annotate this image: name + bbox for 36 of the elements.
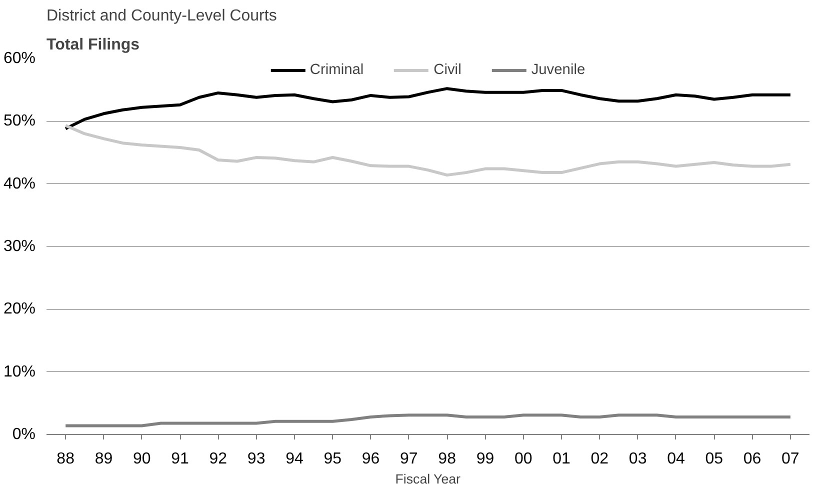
x-tick-label: 92 (209, 450, 228, 468)
y-tick-label: 30% (3, 238, 36, 255)
y-tick-label: 20% (3, 300, 36, 318)
x-tick-label: 96 (362, 450, 380, 468)
x-tick-label: 91 (171, 450, 190, 468)
x-tick-label: 90 (132, 450, 151, 468)
legend-label: Civil (434, 62, 462, 78)
line-series (64, 124, 792, 177)
y-tick-label: 60% (3, 50, 36, 67)
x-tick-label: 95 (324, 450, 342, 468)
x-axis-title: Fiscal Year (395, 472, 462, 486)
x-tick-label: 01 (552, 450, 571, 468)
x-tick-label: 00 (514, 450, 532, 468)
x-tick-label: 05 (705, 450, 724, 468)
x-tick-label: 02 (590, 450, 609, 468)
x-tick-label: 88 (56, 450, 75, 468)
x-tick-label: 97 (400, 450, 418, 468)
x-tick-label: 07 (782, 450, 800, 468)
y-tick-label: 10% (3, 363, 36, 380)
x-tick-label: 89 (94, 450, 113, 468)
chart-title: District and County-Level Courts (46, 8, 277, 24)
line-series (64, 414, 792, 428)
x-tick-label: 93 (247, 450, 266, 468)
y-tick-label: 40% (3, 175, 36, 192)
x-tick-label: 98 (438, 450, 456, 468)
x-tick-label: 04 (667, 450, 685, 468)
x-tick-label: 94 (286, 450, 304, 468)
x-tick-label: 99 (476, 450, 494, 468)
legend-label: Criminal (310, 62, 364, 78)
legend-label: Juvenile (531, 62, 586, 78)
line-series (64, 87, 792, 130)
x-tick-label: 03 (628, 450, 647, 468)
x-tick-label: 06 (743, 450, 762, 468)
y-tick-label: 0% (12, 426, 36, 443)
y-tick-label: 50% (3, 112, 36, 130)
chart-subtitle: Total Filings (46, 36, 140, 54)
